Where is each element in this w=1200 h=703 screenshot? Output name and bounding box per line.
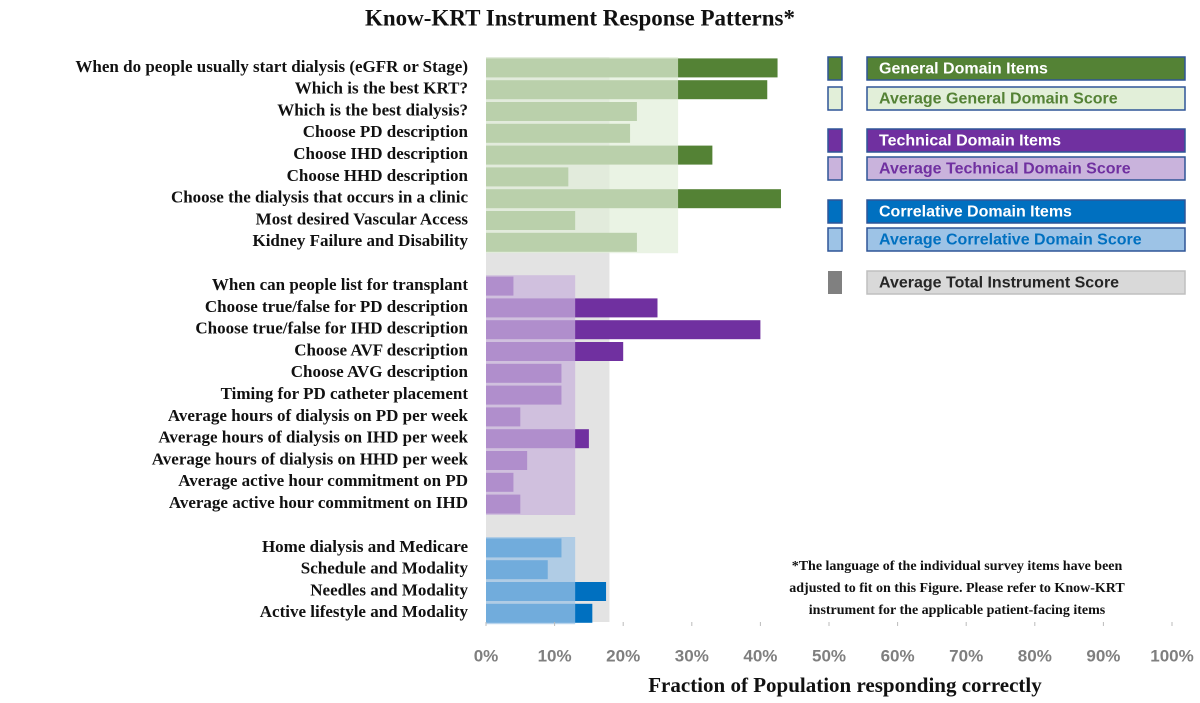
legend-swatch [827, 156, 843, 181]
x-tick-label: 50% [812, 646, 846, 665]
legend-swatch [827, 227, 843, 252]
x-tick-label: 20% [606, 646, 640, 665]
x-tick-label: 30% [675, 646, 709, 665]
footnote: adjusted to fit on this Figure. Please r… [789, 581, 1125, 596]
legend-box [866, 270, 1186, 295]
category-label: Choose the dialysis that occurs in a cli… [171, 188, 468, 207]
category-label: When can people list for transplant [212, 275, 468, 294]
legend-box [866, 199, 1186, 224]
x-tick-label: 60% [881, 646, 915, 665]
category-label: Choose PD description [303, 122, 469, 141]
x-tick-label: 40% [743, 646, 777, 665]
category-label: Choose IHD description [293, 144, 468, 163]
x-tick-label: 80% [1018, 646, 1052, 665]
x-tick-label: 100% [1150, 646, 1193, 665]
category-label: Which is the best KRT? [295, 79, 468, 98]
average-band [486, 537, 576, 625]
x-tick-label: 70% [949, 646, 983, 665]
legend-box [866, 56, 1186, 81]
legend-label: Average Correlative Domain Score [879, 232, 1142, 249]
category-label: Choose true/false for IHD description [195, 319, 468, 338]
category-label: Schedule and Modality [301, 559, 469, 578]
legend-label: General Domain Items [879, 61, 1048, 78]
footnote: *The language of the individual survey i… [792, 559, 1123, 574]
legend-label: Average Technical Domain Score [879, 161, 1131, 178]
x-tick-label: 0% [474, 646, 499, 665]
footnote: instrument for the applicable patient-fa… [809, 603, 1106, 618]
legend-box [866, 156, 1186, 181]
legend-label: Technical Domain Items [879, 133, 1061, 150]
legend-label: Average General Domain Score [879, 91, 1118, 108]
category-label: Kidney Failure and Disability [252, 231, 468, 250]
legend-swatch [827, 56, 843, 81]
category-label: When do people usually start dialysis (e… [75, 57, 468, 76]
category-label: Average hours of dialysis on PD per week [168, 406, 469, 425]
legend-label: Correlative Domain Items [879, 204, 1072, 221]
category-label: Most desired Vascular Access [256, 209, 469, 228]
legend-box [866, 128, 1186, 153]
legend-box [866, 86, 1186, 111]
category-label: Which is the best dialysis? [277, 100, 468, 119]
x-tick-label: 90% [1086, 646, 1120, 665]
category-label: Average active hour commitment on PD [178, 471, 468, 490]
category-label: Timing for PD catheter placement [221, 384, 469, 403]
category-label: Choose HHD description [287, 166, 469, 185]
average-band [486, 275, 576, 515]
category-label: Home dialysis and Medicare [262, 537, 468, 556]
category-label: Needles and Modality [310, 580, 468, 599]
average-layer [486, 57, 679, 625]
category-label: Average hours of dialysis on IHD per wee… [158, 428, 468, 447]
x-axis-label: Fraction of Population responding correc… [648, 673, 1042, 697]
chart-title: Know-KRT Instrument Response Patterns* [365, 5, 795, 30]
legend-swatch [827, 199, 843, 224]
legend-swatch [828, 271, 842, 294]
x-tick-label: 10% [538, 646, 572, 665]
category-label: Average hours of dialysis on HHD per wee… [152, 449, 469, 468]
legend-label: Average Total Instrument Score [879, 275, 1119, 292]
category-label: Choose AVG description [291, 362, 469, 381]
category-label: Choose true/false for PD description [205, 297, 469, 316]
legend-box [866, 227, 1186, 252]
category-label: Active lifestyle and Modality [260, 602, 469, 621]
average-band [486, 57, 679, 254]
legend-swatch [827, 128, 843, 153]
legend-swatch [827, 86, 843, 111]
category-label: Average active hour commitment on IHD [169, 493, 468, 512]
category-label: Choose AVF description [294, 340, 468, 359]
